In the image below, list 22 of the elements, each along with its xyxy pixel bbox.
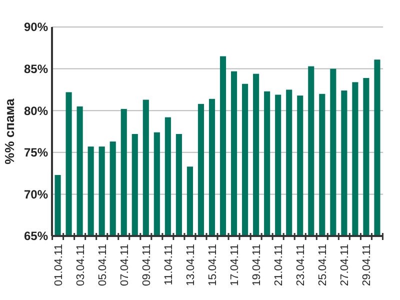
x-tick-label: 19.04.11 [251, 244, 264, 286]
x-tick-label: 17.04.11 [229, 244, 242, 286]
x-tick-label: 05.04.11 [96, 244, 109, 286]
y-tick-label: 65% [24, 229, 48, 244]
y-tick-label: 70% [24, 187, 48, 202]
y-tick-label: 75% [24, 146, 48, 160]
x-tick-label: 25.04.11 [317, 244, 330, 286]
y-axis-title: %% спама [2, 98, 17, 164]
x-tick-label: 13.04.11 [184, 244, 197, 286]
y-tick-label: 80% [24, 104, 48, 118]
y-tick-label: 85% [24, 62, 48, 76]
x-tick-label: 23.04.11 [295, 244, 308, 286]
x-tick-label: 15.04.11 [206, 244, 219, 286]
x-tick-label: 01.04.11 [52, 244, 65, 286]
x-tick-label: 07.04.11 [118, 244, 131, 286]
x-tick-label: 21.04.11 [273, 244, 286, 286]
x-tick-label: 09.04.11 [140, 244, 153, 286]
y-tick-label: 90% [24, 20, 48, 34]
x-tick-label: 11.04.11 [162, 244, 175, 286]
x-tick-label: 03.04.11 [74, 244, 87, 286]
x-tick-label: 29.04.11 [361, 244, 374, 286]
x-tick-label: 27.04.11 [339, 244, 352, 286]
